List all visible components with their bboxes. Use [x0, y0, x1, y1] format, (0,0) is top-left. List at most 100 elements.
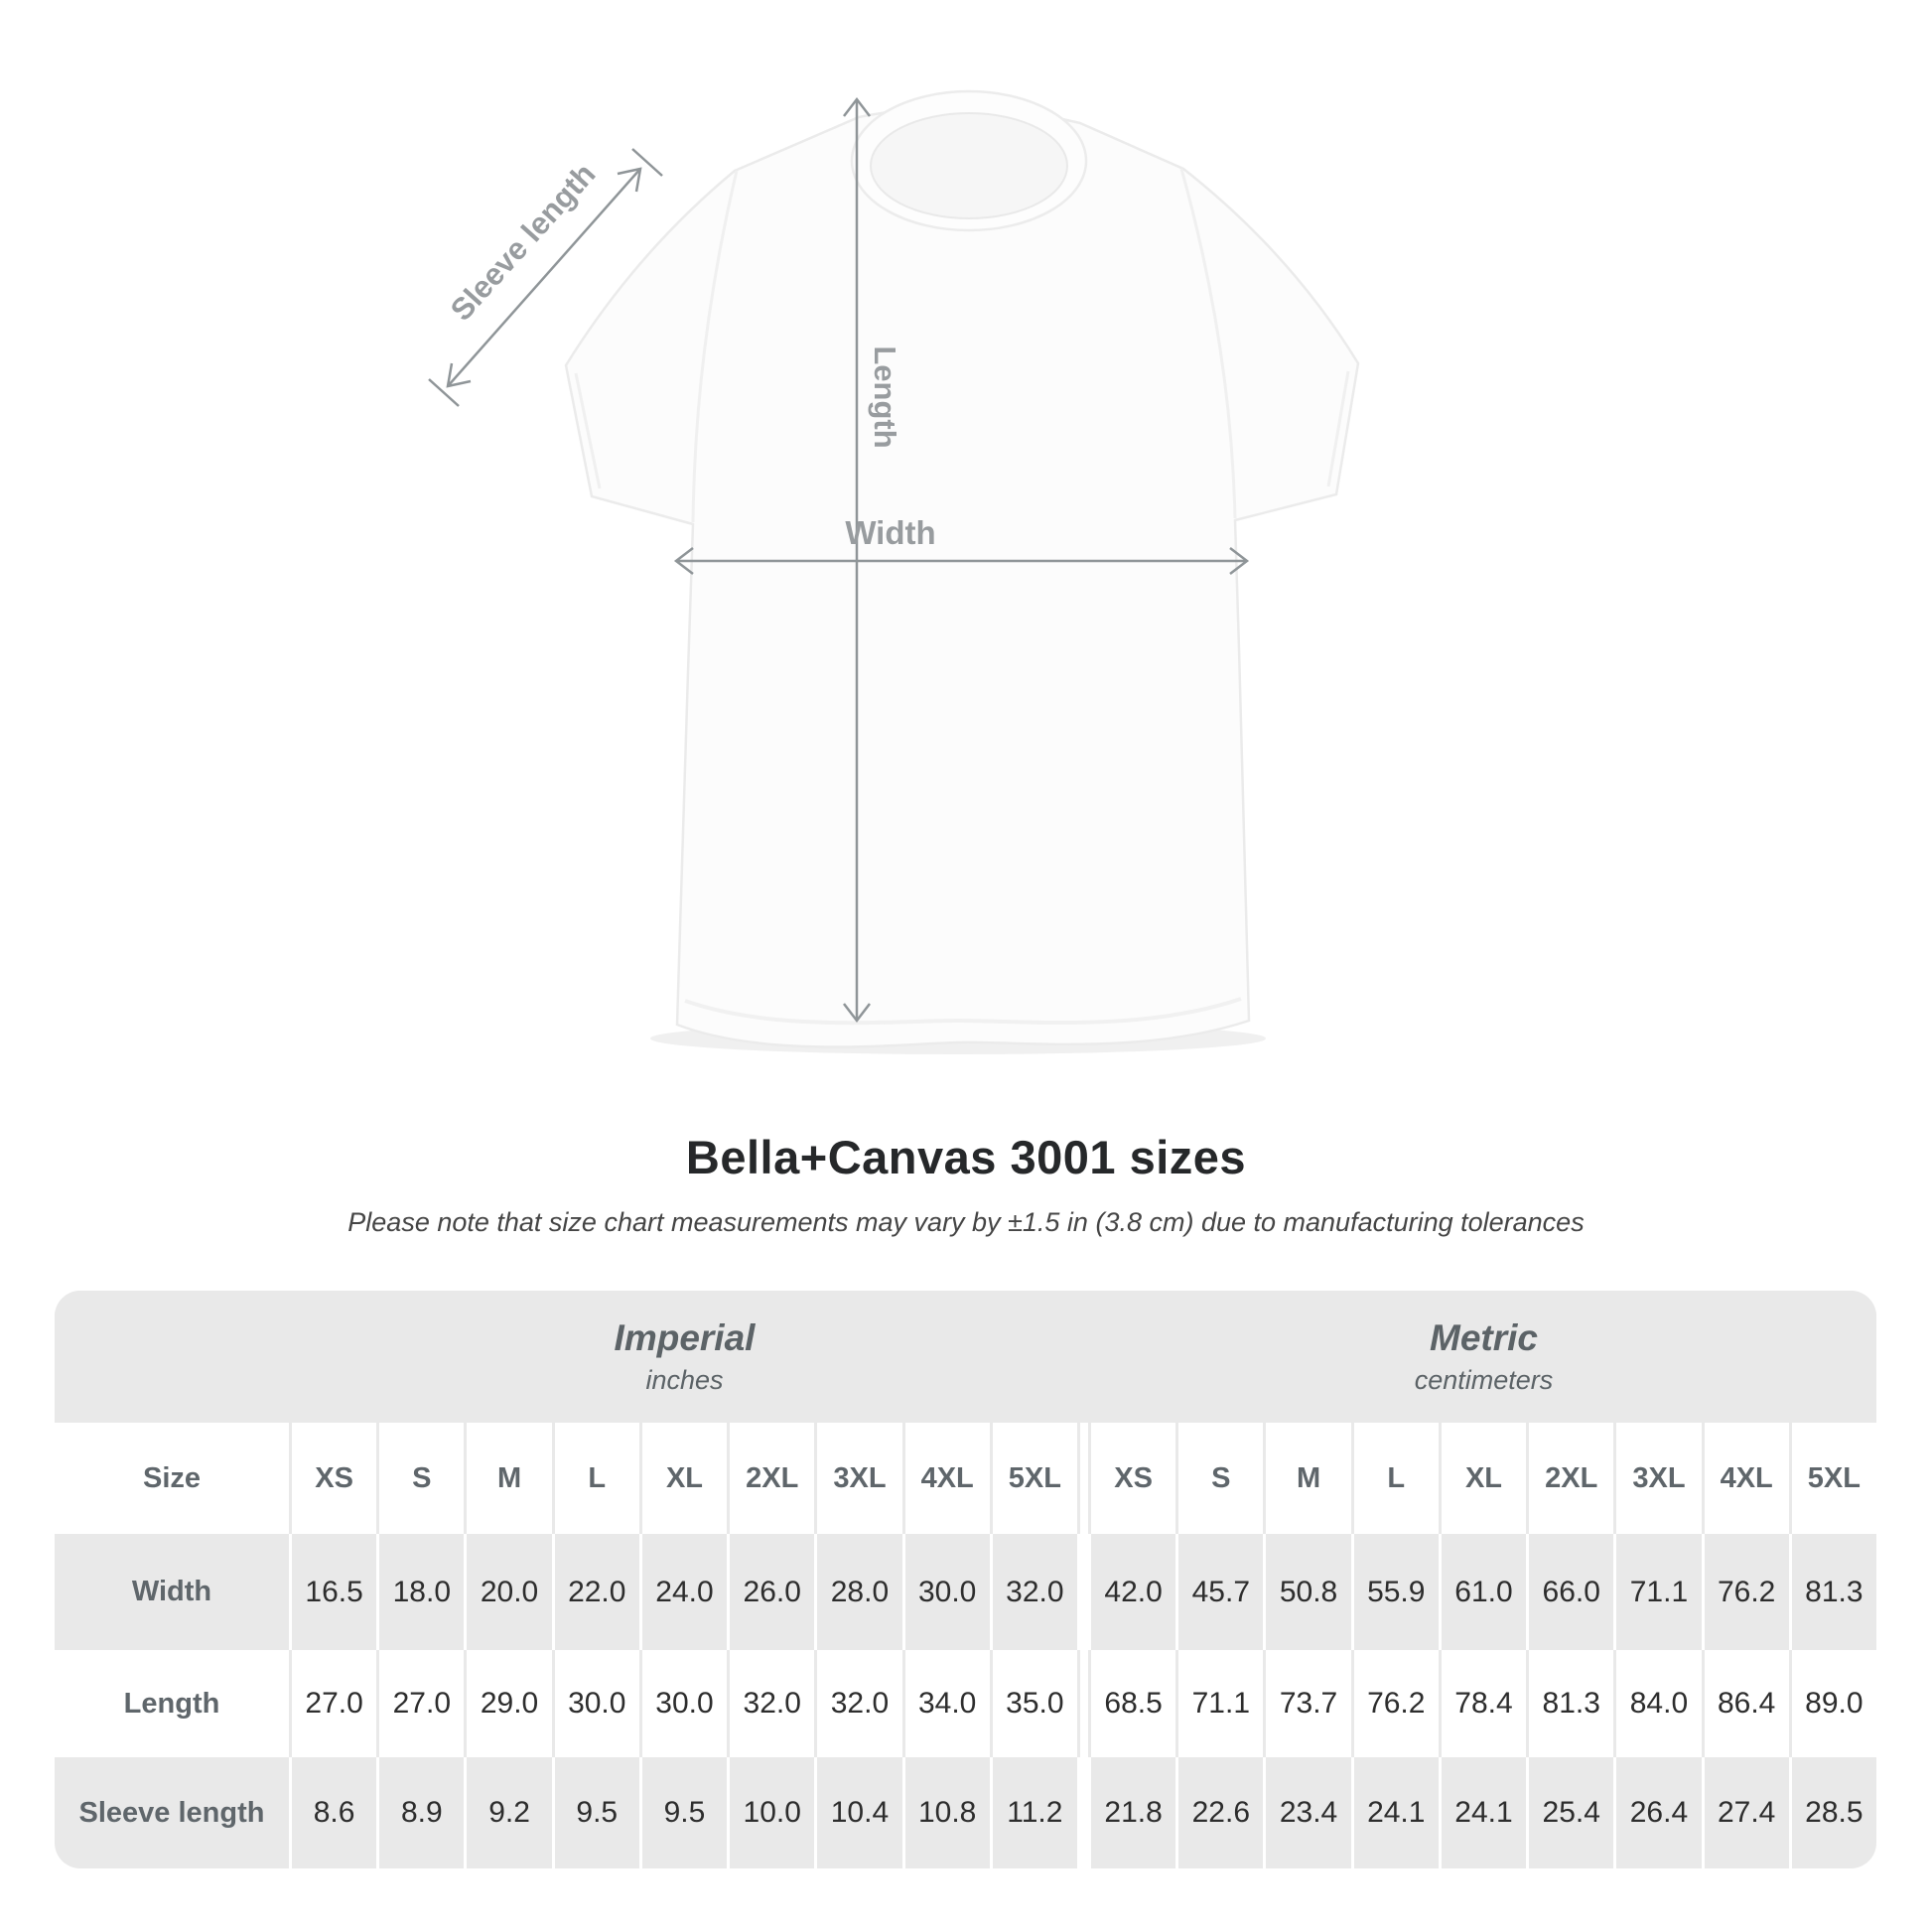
- size-header-imperial-3xl: 3XL: [817, 1423, 902, 1534]
- imperial-section-header: Imperial inches: [292, 1291, 1077, 1423]
- size-header-imperial-m: M: [467, 1423, 552, 1534]
- sleeve-value: 23.4: [1266, 1757, 1351, 1868]
- table-row-sleeve-length: Sleeve length 8.6 8.9 9.2 9.5 9.5 10.0 1…: [55, 1757, 1876, 1868]
- sleeve-value: 10.8: [904, 1757, 990, 1868]
- width-value: 28.0: [817, 1534, 902, 1650]
- sleeve-value: 9.5: [641, 1757, 728, 1868]
- size-header-row: Size XS S M L XL 2XL 3XL 4XL 5XL XS S M …: [55, 1423, 1876, 1534]
- sleeve-length-line: [428, 148, 663, 407]
- width-value: 18.0: [379, 1534, 465, 1650]
- length-value: 27.0: [379, 1650, 465, 1757]
- size-header-imperial-2xl: 2XL: [730, 1423, 815, 1534]
- length-value: 27.0: [292, 1650, 377, 1757]
- section-divider: [1079, 1534, 1088, 1650]
- section-divider: [1079, 1650, 1088, 1757]
- width-value: 50.8: [1266, 1534, 1351, 1650]
- imperial-label: Imperial: [614, 1317, 756, 1358]
- left-armhole-seam: [691, 170, 739, 523]
- length-value: 89.0: [1791, 1650, 1876, 1757]
- length-label: Length: [868, 345, 902, 449]
- table-row-length: Length 27.0 27.0 29.0 30.0 30.0 32.0 32.…: [55, 1650, 1876, 1757]
- length-value: 32.0: [730, 1650, 815, 1757]
- size-header-imperial-s: S: [379, 1423, 465, 1534]
- unit-header-row: Imperial inches Metric centimeters: [55, 1291, 1876, 1423]
- size-header-imperial-l: L: [554, 1423, 639, 1534]
- length-value: 76.2: [1353, 1650, 1439, 1757]
- sleeve-value: 9.5: [554, 1757, 639, 1868]
- table-row-width: Width 16.5 18.0 20.0 22.0 24.0 26.0 28.0…: [55, 1534, 1876, 1650]
- size-header-imperial-xl: XL: [641, 1423, 728, 1534]
- sleeve-value: 9.2: [467, 1757, 552, 1868]
- width-value: 81.3: [1791, 1534, 1876, 1650]
- size-header-metric-3xl: 3XL: [1616, 1423, 1702, 1534]
- sleeve-value: 11.2: [992, 1757, 1077, 1868]
- size-header-metric-2xl: 2XL: [1529, 1423, 1614, 1534]
- size-header-metric-l: L: [1353, 1423, 1439, 1534]
- sleeve-value: 24.1: [1353, 1757, 1439, 1868]
- size-table: Imperial inches Metric centimeters Size …: [55, 1291, 1876, 1868]
- metric-label: Metric: [1430, 1317, 1538, 1358]
- width-value: 66.0: [1529, 1534, 1614, 1650]
- width-value: 26.0: [730, 1534, 815, 1650]
- hem-seam: [684, 997, 1242, 1026]
- sleeve-value: 10.0: [730, 1757, 815, 1868]
- length-value: 30.0: [554, 1650, 639, 1757]
- sleeve-value: 27.4: [1704, 1757, 1789, 1868]
- size-header-metric-5xl: 5XL: [1791, 1423, 1876, 1534]
- sleeve-value: 10.4: [817, 1757, 902, 1868]
- width-value: 45.7: [1178, 1534, 1264, 1650]
- sleeve-value: 28.5: [1791, 1757, 1876, 1868]
- length-value: 32.0: [817, 1650, 902, 1757]
- width-value: 24.0: [641, 1534, 728, 1650]
- length-value: 34.0: [904, 1650, 990, 1757]
- length-value: 71.1: [1178, 1650, 1264, 1757]
- imperial-unit: inches: [645, 1365, 724, 1395]
- width-value: 76.2: [1704, 1534, 1789, 1650]
- length-value: 29.0: [467, 1650, 552, 1757]
- width-value: 16.5: [292, 1534, 377, 1650]
- row-label-width: Width: [55, 1534, 289, 1650]
- length-value: 35.0: [992, 1650, 1077, 1757]
- width-value: 30.0: [904, 1534, 990, 1650]
- sleeve-value: 24.1: [1441, 1757, 1527, 1868]
- section-divider: [1079, 1423, 1088, 1534]
- length-value: 86.4: [1704, 1650, 1789, 1757]
- tolerance-note: Please note that size chart measurements…: [347, 1207, 1585, 1237]
- metric-unit: centimeters: [1414, 1365, 1554, 1395]
- width-label: Width: [845, 514, 936, 551]
- section-divider: [1079, 1757, 1088, 1868]
- length-value: 81.3: [1529, 1650, 1614, 1757]
- length-value: 78.4: [1441, 1650, 1527, 1757]
- dimension-lines: [428, 96, 1250, 1024]
- sleeve-value: 8.6: [292, 1757, 377, 1868]
- row-label-sleeve-length: Sleeve length: [55, 1757, 289, 1868]
- size-header-imperial-5xl: 5XL: [992, 1423, 1077, 1534]
- width-value: 20.0: [467, 1534, 552, 1650]
- size-column-header: Size: [55, 1423, 289, 1534]
- sleeve-value: 22.6: [1178, 1757, 1264, 1868]
- width-line: [673, 547, 1250, 575]
- size-header-imperial-xs: XS: [292, 1423, 377, 1534]
- size-header-metric-m: M: [1266, 1423, 1351, 1534]
- left-cuff-seam: [574, 372, 602, 489]
- length-value: 30.0: [641, 1650, 728, 1757]
- page-title: Bella+Canvas 3001 sizes: [685, 1131, 1247, 1183]
- sleeve-value: 21.8: [1090, 1757, 1176, 1868]
- width-value: 61.0: [1441, 1534, 1527, 1650]
- length-value: 68.5: [1090, 1650, 1176, 1757]
- size-header-metric-xs: XS: [1090, 1423, 1176, 1534]
- unit-header-spacer: [55, 1291, 289, 1423]
- length-value: 84.0: [1616, 1650, 1702, 1757]
- length-value: 73.7: [1266, 1650, 1351, 1757]
- width-value: 71.1: [1616, 1534, 1702, 1650]
- tshirt-illustration: [428, 89, 1360, 1054]
- width-value: 55.9: [1353, 1534, 1439, 1650]
- collar-inner: [870, 112, 1068, 219]
- sleeve-value: 25.4: [1529, 1757, 1614, 1868]
- size-header-imperial-4xl: 4XL: [904, 1423, 990, 1534]
- shirt-body: [564, 106, 1360, 1048]
- section-divider: [1080, 1291, 1088, 1423]
- row-label-length: Length: [55, 1650, 289, 1757]
- width-value: 42.0: [1090, 1534, 1176, 1650]
